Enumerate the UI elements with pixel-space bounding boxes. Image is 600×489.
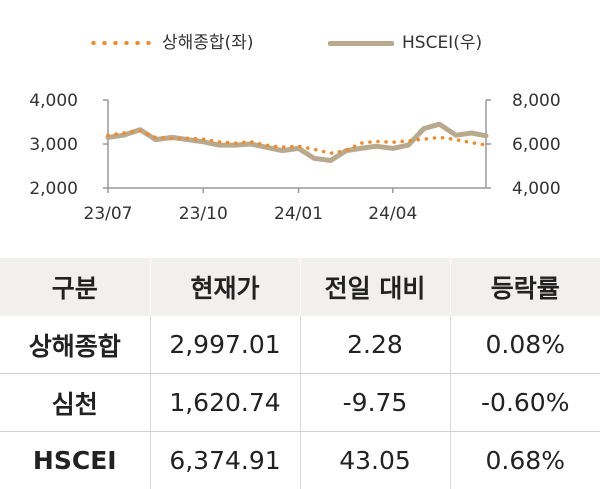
y-left-tick-label: 4,000 <box>29 91 78 111</box>
table-row: 상해종합 2,997.01 2.28 0.08% <box>0 316 600 374</box>
y-left-tick-label: 2,000 <box>29 179 78 199</box>
x-tick-label: 24/04 <box>368 204 417 224</box>
cell-name: 심천 <box>0 374 150 432</box>
header-change: 전일 대비 <box>300 258 450 316</box>
cell-rate: 0.68% <box>450 432 600 489</box>
index-chart: 2,000 3,000 4,000 4,000 6,000 8,000 23/07 23/10… <box>0 0 600 250</box>
series-line-hscei <box>108 124 486 160</box>
cell-change: -9.75 <box>300 374 450 432</box>
cell-name: HSCEI <box>0 432 150 489</box>
cell-rate: 0.08% <box>450 316 600 374</box>
cell-rate: -0.60% <box>450 374 600 432</box>
y-right-tick-label: 8,000 <box>512 91 561 111</box>
x-tick-label: 24/01 <box>274 204 323 224</box>
cell-name: 상해종합 <box>0 316 150 374</box>
header-current-price: 현재가 <box>150 258 300 316</box>
table-row: HSCEI 6,374.91 43.05 0.68% <box>0 432 600 489</box>
y-right-tick-label: 6,000 <box>512 135 561 155</box>
index-quote-table: 구분 현재가 전일 대비 등락률 상해종합 2,997.01 2.28 0.08… <box>0 258 600 489</box>
cell-change: 2.28 <box>300 316 450 374</box>
header-category: 구분 <box>0 258 150 316</box>
table-header-row: 구분 현재가 전일 대비 등락률 <box>0 258 600 316</box>
cell-price: 6,374.91 <box>150 432 300 489</box>
cell-change: 43.05 <box>300 432 450 489</box>
header-change-rate: 등락률 <box>450 258 600 316</box>
cell-price: 1,620.74 <box>150 374 300 432</box>
x-tick-label: 23/10 <box>179 204 228 224</box>
y-left-tick-label: 3,000 <box>29 135 78 155</box>
x-tick-label: 23/07 <box>84 204 133 224</box>
table-row: 심천 1,620.74 -9.75 -0.60% <box>0 374 600 432</box>
y-right-tick-label: 4,000 <box>512 179 561 199</box>
cell-price: 2,997.01 <box>150 316 300 374</box>
